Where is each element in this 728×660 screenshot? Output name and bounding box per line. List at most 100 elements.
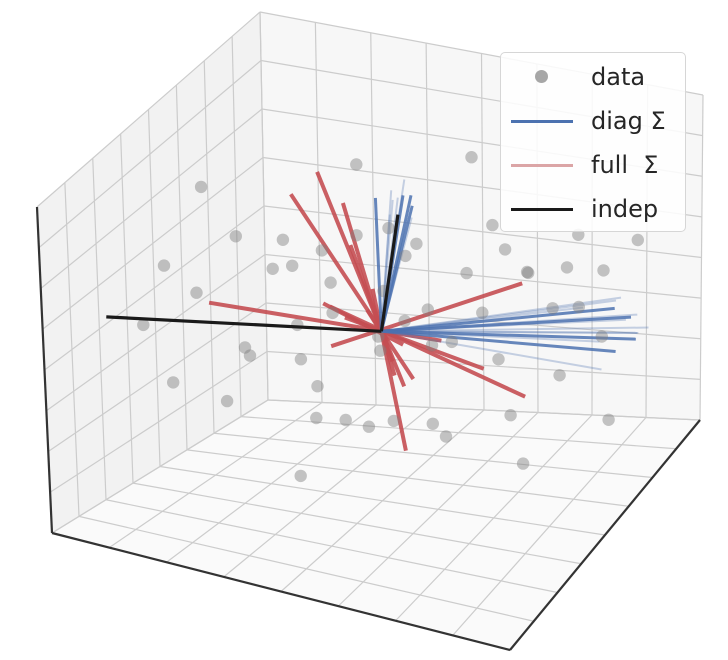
indep-lines bbox=[106, 214, 400, 333]
legend-item-diag: diag Σ bbox=[501, 99, 685, 143]
grid-line bbox=[699, 94, 704, 421]
indep-line-1 bbox=[379, 214, 400, 332]
grid-line bbox=[40, 108, 263, 289]
grid-line bbox=[452, 417, 647, 636]
data-point bbox=[425, 339, 439, 352]
data-point bbox=[595, 330, 608, 343]
data-point bbox=[520, 265, 534, 279]
full-sigma-lines bbox=[208, 171, 526, 452]
data-point bbox=[157, 259, 171, 272]
data-point bbox=[631, 233, 644, 247]
diag-sigma-line-19 bbox=[381, 306, 584, 333]
legend-item-full: full Σ bbox=[501, 143, 685, 187]
legend-label-indep: indep bbox=[591, 195, 659, 223]
data-point bbox=[498, 243, 512, 256]
data-point bbox=[460, 266, 473, 280]
data-point bbox=[382, 221, 395, 235]
data-point bbox=[492, 353, 505, 366]
grid-line bbox=[395, 414, 593, 622]
data-point bbox=[311, 380, 324, 393]
legend-line-indep bbox=[511, 187, 573, 231]
data-point bbox=[339, 413, 352, 427]
grid-line bbox=[267, 399, 701, 421]
data-point bbox=[439, 430, 453, 443]
indep-line-0 bbox=[106, 315, 382, 333]
grid-line bbox=[203, 60, 215, 434]
pane-floor bbox=[52, 400, 700, 650]
diag-sigma-line-22 bbox=[381, 313, 638, 333]
legend-line-full bbox=[511, 143, 573, 187]
grid-line bbox=[38, 60, 262, 249]
data-point bbox=[324, 276, 337, 289]
grid-line bbox=[259, 11, 269, 401]
diag-sigma-line-14 bbox=[380, 190, 393, 332]
data-point bbox=[326, 306, 339, 320]
data-point bbox=[522, 266, 535, 280]
legend-marker-data bbox=[511, 55, 573, 99]
data-point bbox=[572, 300, 585, 314]
diag-sigma-line-1 bbox=[381, 318, 626, 333]
legend: data diag Σ full Σ indep bbox=[500, 52, 686, 232]
data-point bbox=[220, 394, 234, 408]
data-point bbox=[372, 330, 385, 343]
data-point bbox=[426, 417, 439, 430]
grid-line bbox=[175, 85, 188, 450]
full-sigma-line-10 bbox=[340, 202, 397, 377]
data-point bbox=[294, 353, 308, 366]
data-point bbox=[229, 230, 242, 243]
data-point bbox=[362, 420, 376, 433]
data-point bbox=[294, 469, 307, 483]
data-point bbox=[167, 376, 180, 389]
data-point bbox=[516, 457, 530, 470]
data-point bbox=[387, 414, 400, 428]
data-point bbox=[315, 244, 329, 257]
data-point bbox=[194, 180, 208, 194]
z-axis-line bbox=[35, 206, 54, 534]
full-sigma-line-0 bbox=[289, 193, 415, 381]
grid-line bbox=[42, 157, 264, 330]
legend-line-diag bbox=[511, 99, 573, 143]
diag-sigma-line-23 bbox=[381, 330, 638, 334]
grid-line bbox=[263, 205, 702, 259]
grid-line bbox=[186, 449, 629, 507]
data-point bbox=[602, 413, 615, 426]
grid-line bbox=[280, 409, 485, 592]
data-point bbox=[465, 151, 478, 164]
diag-sigma-line-3 bbox=[381, 329, 636, 341]
diag-sigma-line-2 bbox=[381, 296, 622, 333]
legend-label-diag: diag Σ bbox=[591, 107, 666, 135]
pane-left bbox=[37, 12, 268, 533]
data-point bbox=[421, 303, 434, 316]
data-point bbox=[445, 335, 458, 349]
data-point bbox=[476, 306, 489, 319]
legend-item-data: data bbox=[501, 55, 685, 99]
data-point bbox=[486, 218, 499, 232]
data-point bbox=[238, 341, 252, 354]
data-point bbox=[286, 259, 299, 272]
diag-sigma-line-7 bbox=[381, 326, 649, 333]
full-sigma-line-8 bbox=[344, 315, 485, 371]
diag-sigma-line-0 bbox=[381, 315, 632, 333]
data-point bbox=[398, 314, 411, 328]
full-sigma-line-4 bbox=[330, 281, 523, 349]
grid-line bbox=[36, 11, 261, 208]
diag-sigma-line-17 bbox=[381, 330, 602, 371]
data-point bbox=[291, 318, 304, 332]
data-point bbox=[597, 264, 610, 277]
grid-line bbox=[337, 412, 539, 607]
data-point bbox=[399, 249, 412, 263]
diag-sigma-line-21 bbox=[379, 205, 414, 332]
legend-label-data: data bbox=[591, 63, 646, 91]
y-axis-line bbox=[509, 419, 701, 651]
data-point bbox=[137, 318, 150, 332]
legend-label-full: full Σ bbox=[591, 151, 659, 179]
data-point bbox=[410, 237, 423, 250]
data-points bbox=[137, 151, 644, 483]
data-point bbox=[350, 158, 363, 171]
grid-line bbox=[213, 432, 653, 479]
grid-line bbox=[231, 36, 242, 417]
data-point bbox=[546, 302, 559, 315]
data-point bbox=[310, 411, 323, 425]
data-point bbox=[243, 349, 257, 362]
